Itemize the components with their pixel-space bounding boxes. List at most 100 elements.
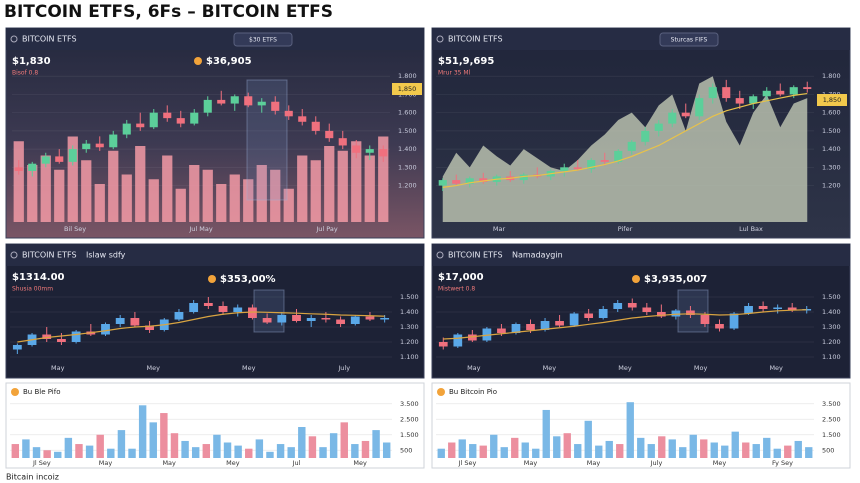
bar (763, 437, 771, 458)
volume-bar (229, 174, 240, 222)
panel-label: BITCOIN ETFS (22, 35, 77, 44)
bar (784, 445, 792, 458)
panel (5, 243, 425, 379)
bar (584, 420, 592, 458)
panel-header (6, 28, 424, 50)
bar (223, 442, 232, 458)
bar (616, 444, 624, 458)
panel-label: BITCOIN ETFS (448, 35, 503, 44)
candle-body (749, 96, 758, 104)
candle-body (642, 307, 652, 312)
bar (647, 444, 655, 458)
y-tick-label: 1.200 (398, 182, 417, 190)
moving-average (442, 92, 808, 188)
bar (64, 437, 73, 458)
menu-icon (436, 251, 444, 259)
candle-body (122, 123, 131, 135)
candle-body (758, 306, 768, 309)
panel-label: BITCOIN ETFS (448, 251, 503, 260)
candle-body (57, 339, 66, 342)
bar (532, 448, 540, 458)
x-tick-label: May (99, 459, 113, 467)
badge-box (233, 32, 293, 47)
candle-body (176, 118, 185, 124)
candle-body (787, 307, 797, 311)
candle-body (284, 110, 293, 117)
volume-bar (243, 179, 254, 222)
x-tick-label: Moy (694, 364, 708, 372)
volume-bar (270, 169, 281, 222)
y-tick-label: 1.300 (822, 163, 841, 171)
price-change: Mistwert 0.8 (438, 286, 475, 293)
bar (361, 440, 370, 458)
candle-body (729, 313, 739, 329)
y-tick-label: 1.500 (822, 293, 841, 301)
y-tick-label: 1.500 (398, 127, 417, 135)
bar (437, 448, 445, 458)
x-tick-label: Mey (147, 364, 161, 372)
volume-bar (175, 188, 186, 222)
moving-average (443, 309, 807, 340)
candle-body (573, 167, 582, 170)
candle-body (136, 123, 145, 128)
volume-bar (67, 136, 78, 222)
candle-body (292, 315, 301, 321)
y-tick-label: 1.100 (400, 353, 419, 361)
candle-body (700, 315, 710, 324)
bar (805, 447, 813, 458)
bar (287, 447, 295, 458)
y-tick-label: 500 (400, 446, 412, 454)
candle-body (71, 331, 81, 342)
bar (107, 448, 115, 458)
candle-body (519, 174, 528, 181)
volume-bar (364, 155, 375, 222)
bar (340, 422, 348, 458)
volume-bar (13, 141, 24, 222)
candle-body (681, 112, 690, 117)
bar (490, 434, 498, 458)
bar (595, 445, 603, 458)
bar (117, 430, 126, 458)
panel-sublabel: Namadaygin (512, 251, 563, 260)
volume-bar (121, 174, 132, 222)
candle-body (452, 180, 461, 184)
y-tick-label: 1.500 (822, 431, 841, 439)
candle-body (438, 180, 447, 186)
coin-icon (11, 388, 19, 396)
candle-body (708, 87, 717, 99)
volume-bar (40, 155, 51, 222)
bar (245, 448, 253, 458)
coin-icon (437, 388, 445, 396)
y-tick-label: 1.500 (400, 431, 419, 439)
candle-body (584, 313, 594, 318)
bar (43, 450, 51, 458)
y-tick-label: 1.200 (822, 182, 841, 190)
bar (469, 444, 477, 458)
highlight-box (253, 289, 285, 333)
candle-body (248, 307, 257, 318)
bar (351, 444, 359, 458)
candle-body (735, 98, 744, 104)
volume-bar (283, 188, 294, 222)
bar (191, 447, 200, 458)
badge: Sturcas FIFS (671, 37, 708, 44)
candle-body (68, 149, 77, 162)
y-tick-label: 1.500 (400, 293, 419, 301)
y-tick-label: 1.100 (822, 353, 841, 361)
volume-bar (135, 146, 146, 222)
candle-body (115, 318, 125, 324)
bar (668, 439, 676, 458)
candle-body (218, 306, 228, 312)
x-tick-label: Mar (493, 225, 506, 233)
price-tag-box (392, 83, 422, 95)
callout: $3,935,007 (644, 274, 707, 285)
y-tick-label: 500 (822, 446, 834, 454)
volume-bar (310, 160, 321, 222)
candle-body (174, 312, 184, 320)
candle-body (627, 303, 637, 308)
candle-body (613, 303, 623, 309)
bar (75, 444, 83, 458)
candle-body (101, 324, 110, 335)
bar (773, 448, 781, 458)
x-tick-label: Lul Bax (739, 225, 763, 233)
